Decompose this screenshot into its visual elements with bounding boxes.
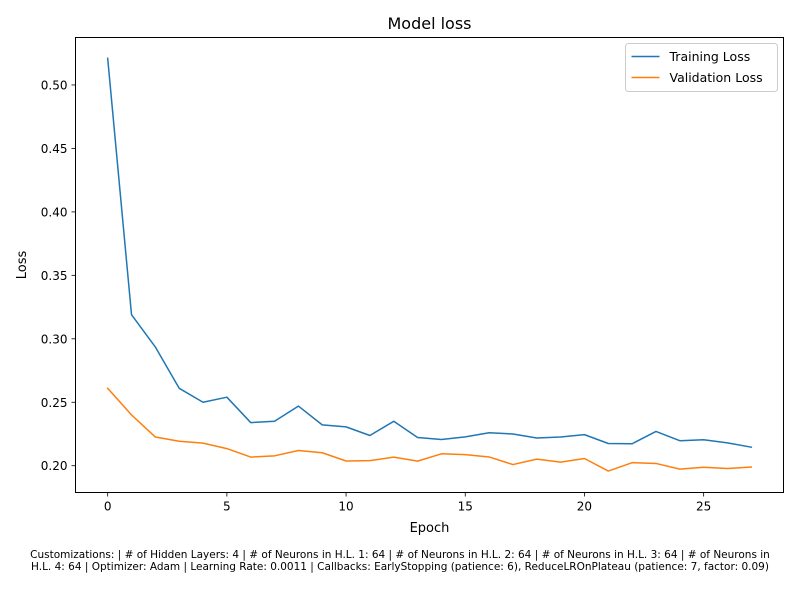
x-axis-ticks: 0 5 10 15 20 25	[104, 492, 711, 514]
y-axis-ticks: 0.20 0.25 0.30 0.35 0.40 0.45 0.50	[41, 78, 76, 473]
x-tick-label: 10	[338, 500, 353, 514]
legend-label-0: Training Loss	[669, 49, 751, 64]
y-axis-label: Loss	[15, 251, 30, 280]
y-tick-label: 0.35	[41, 269, 68, 283]
chart-title: Model loss	[387, 14, 471, 33]
series-line-0	[106, 57, 753, 449]
y-tick-label: 0.30	[41, 332, 68, 346]
x-tick-label: 25	[696, 500, 711, 514]
legend: Training Loss Validation Loss	[625, 43, 778, 92]
caption-line-1: Customizations: | # of Hidden Layers: 4 …	[30, 549, 770, 561]
y-tick-label: 0.50	[41, 78, 68, 92]
x-tick-label: 0	[104, 500, 112, 514]
x-tick-label: 20	[577, 500, 592, 514]
y-tick-label: 0.45	[41, 142, 68, 156]
y-tick-label: 0.40	[41, 205, 68, 219]
legend-label-1: Validation Loss	[670, 70, 763, 85]
plot-frame	[75, 37, 784, 493]
customizations-caption: Customizations: | # of Hidden Layers: 4 …	[0, 549, 800, 573]
legend-box	[625, 43, 778, 92]
x-axis-label: Epoch	[410, 521, 450, 536]
caption-line-2: H.L. 4: 64 | Optimizer: Adam | Learning …	[31, 561, 769, 573]
plot-lines	[106, 57, 753, 472]
y-tick-label: 0.20	[41, 459, 68, 473]
x-tick-label: 15	[458, 500, 473, 514]
x-tick-label: 5	[223, 500, 231, 514]
series-line-1	[106, 387, 753, 472]
y-tick-label: 0.25	[41, 396, 68, 410]
